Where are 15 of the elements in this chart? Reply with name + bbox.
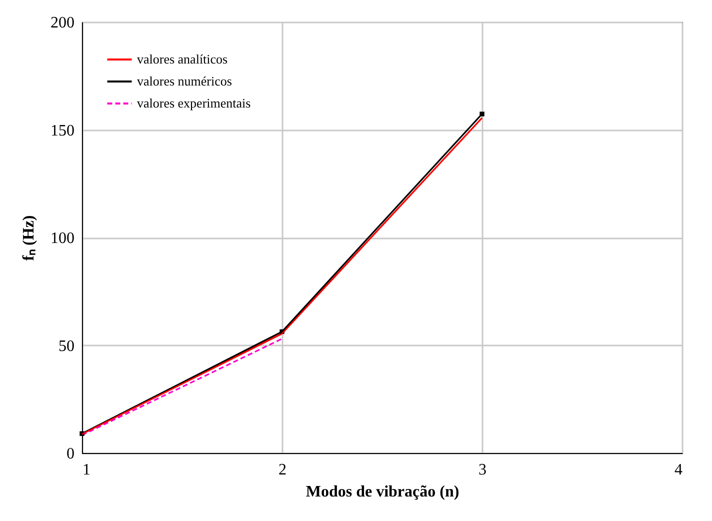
y-tick-label: 100	[50, 230, 74, 247]
x-tick-label: 2	[278, 462, 286, 478]
y-tick-label: 200	[50, 14, 74, 32]
point	[480, 112, 484, 116]
x-tick-label: 4	[674, 462, 682, 478]
x-axis-title: Modos de vibração (n)	[306, 484, 460, 500]
y-tick-label: 50	[58, 338, 74, 355]
legend-label: valores numéricos	[137, 74, 232, 88]
y-axis-title: fₙ (Hz)	[20, 215, 38, 261]
x-tick-label: 1	[82, 462, 90, 478]
legend-label: valores analíticos	[137, 52, 228, 66]
y-tick-label: 0	[66, 446, 74, 462]
y-tick-label: 150	[50, 122, 74, 140]
x-tick-label: 3	[478, 462, 486, 478]
legend-label: valores experimentais	[137, 96, 251, 110]
